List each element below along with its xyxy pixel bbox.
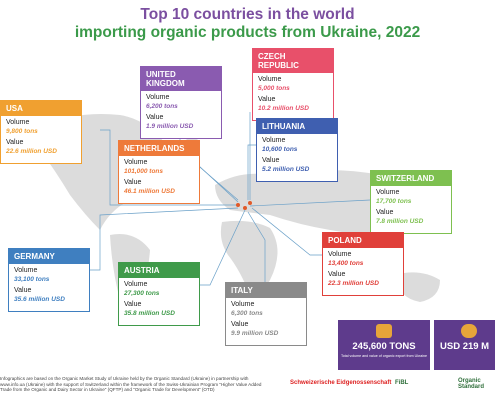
volume-amount: 101,000 tons — [124, 167, 164, 175]
card-body: Volume 10,600 tons Value 5.2 million USD — [257, 134, 337, 181]
connector — [197, 164, 239, 203]
value-label: Value — [262, 157, 280, 164]
country-name: ITALY — [226, 283, 306, 298]
dot — [243, 206, 247, 210]
country-card: AUSTRIA Volume 27,300 tons Value 35.8 millio… — [118, 262, 200, 326]
logo: Organic Standard — [458, 378, 485, 390]
title-line-1: Top 10 countries in the world — [140, 6, 355, 23]
country-card: UNITED KINGDOM Volume 6,200 tons Value 1.9 m… — [140, 66, 222, 139]
connector — [247, 144, 256, 200]
card-body: Volume 17,700 tons Value 7.8 million USD — [371, 186, 451, 233]
volume-label: Volume — [262, 137, 286, 144]
volume-amount: 5,000 tons — [258, 84, 290, 92]
card-body: Volume 27,300 tons Value 35.8 million USD — [119, 278, 199, 325]
value-amount: 9.9 million USD — [231, 329, 279, 337]
total-volume: 245,600 TONS — [352, 341, 416, 352]
dot — [236, 203, 240, 207]
country-card: CZECH REPUBLIC Volume 5,000 tons Value 10.2 … — [252, 48, 334, 121]
value-amount: 35.8 million USD — [124, 309, 175, 317]
value-label: Value — [231, 321, 249, 328]
value-label: Value — [6, 139, 24, 146]
country-card: GERMANY Volume 33,100 tons Value 35.6 millio… — [8, 248, 90, 312]
volume-label: Volume — [328, 251, 352, 258]
country-name: POLAND — [323, 233, 403, 248]
volume-label: Volume — [231, 301, 255, 308]
value-amount: 1.9 million USD — [146, 122, 194, 130]
card-body: Volume 6,200 tons Value 1.9 million USD — [141, 91, 221, 138]
connector — [247, 211, 266, 282]
volume-amount: 6,300 tons — [231, 309, 263, 317]
volume-amount: 13,400 tons — [328, 259, 364, 267]
country-card: ITALY Volume 6,300 tons Value 9.9 million US… — [225, 282, 307, 346]
value-amount: 7.8 million USD — [376, 217, 424, 225]
volume-amount: 33,100 tons — [14, 275, 50, 283]
volume-label: Volume — [14, 267, 38, 274]
country-name: LITHUANIA — [257, 119, 337, 134]
volume-label: Volume — [6, 119, 30, 126]
dot — [248, 201, 252, 205]
connector — [100, 129, 238, 206]
value-label: Value — [376, 209, 394, 216]
country-card: NETHERLANDS Volume 101,000 tons Value 46.1 m… — [118, 140, 200, 204]
volume-amount: 17,700 tons — [376, 197, 412, 205]
country-name: NETHERLANDS — [119, 141, 199, 156]
total-caption: Total volume and value of organic export… — [340, 354, 428, 358]
card-body: Volume 6,300 tons Value 9.9 million USD — [226, 298, 306, 345]
country-card: SWITZERLAND Volume 17,700 tons Value 7.8 mil… — [370, 170, 452, 234]
value-label: Value — [328, 271, 346, 278]
value-label: Value — [146, 114, 164, 121]
total-value-box: USD 219 M — [434, 320, 495, 370]
value-label: Value — [14, 287, 32, 294]
country-name: GERMANY — [9, 249, 89, 264]
volume-label: Volume — [258, 76, 282, 83]
volume-label: Volume — [124, 281, 148, 288]
footer-note: Infographics are based on the Organic Ma… — [0, 376, 262, 393]
volume-amount: 9,800 tons — [6, 127, 38, 135]
total-value: USD 219 M — [440, 341, 490, 352]
value-label: Value — [124, 301, 142, 308]
card-body: Volume 13,400 tons Value 22.3 million USD — [323, 248, 403, 295]
volume-label: Volume — [376, 189, 400, 196]
card-body: Volume 9,800 tons Value 22.6 million USD — [1, 116, 81, 163]
coin-icon — [461, 324, 477, 338]
card-body: Volume 33,100 tons Value 35.6 million USD — [9, 264, 89, 311]
volume-label: Volume — [146, 94, 170, 101]
value-amount: 22.6 million USD — [6, 147, 57, 155]
africa — [220, 220, 278, 296]
australia — [395, 272, 440, 302]
logo: Schweizerische Eidgenossenschaft — [290, 380, 392, 386]
connector — [198, 209, 246, 286]
value-label: Value — [124, 179, 142, 186]
country-name: CZECH REPUBLIC — [253, 49, 333, 73]
country-card: POLAND Volume 13,400 tons Value 22.3 million… — [322, 232, 404, 296]
volume-label: Volume — [124, 159, 148, 166]
connector — [249, 199, 371, 207]
value-amount: 5.2 million USD — [262, 165, 310, 173]
country-card: USA Volume 9,800 tons Value 22.6 million USD — [0, 100, 82, 164]
value-amount: 46.1 million USD — [124, 187, 175, 195]
value-label: Value — [258, 96, 276, 103]
value-amount: 22.3 million USD — [328, 279, 379, 287]
connector — [251, 207, 322, 256]
total-volume-box: 245,600 TONS Total volume and value of o… — [338, 320, 430, 370]
title-line-2: importing organic products from Ukraine,… — [74, 24, 421, 41]
europe-dots — [236, 201, 252, 210]
country-name: AUSTRIA — [119, 263, 199, 278]
volume-amount: 10,600 tons — [262, 145, 298, 153]
country-name: USA — [1, 101, 81, 116]
card-body: Volume 5,000 tons Value 10.2 million USD — [253, 73, 333, 120]
connector — [90, 207, 239, 271]
volume-amount: 6,200 tons — [146, 102, 178, 110]
value-amount: 10.2 million USD — [258, 104, 309, 112]
card-body: Volume 101,000 tons Value 46.1 million USD — [119, 156, 199, 203]
country-name: UNITED KINGDOM — [141, 67, 221, 91]
country-name: SWITZERLAND — [371, 171, 451, 186]
volume-amount: 27,300 tons — [124, 289, 160, 297]
country-card: LITHUANIA Volume 10,600 tons Value 5.2 milli… — [256, 118, 338, 182]
value-amount: 35.6 million USD — [14, 295, 65, 303]
bag-icon — [376, 324, 392, 338]
logo: FiBL — [395, 380, 409, 386]
